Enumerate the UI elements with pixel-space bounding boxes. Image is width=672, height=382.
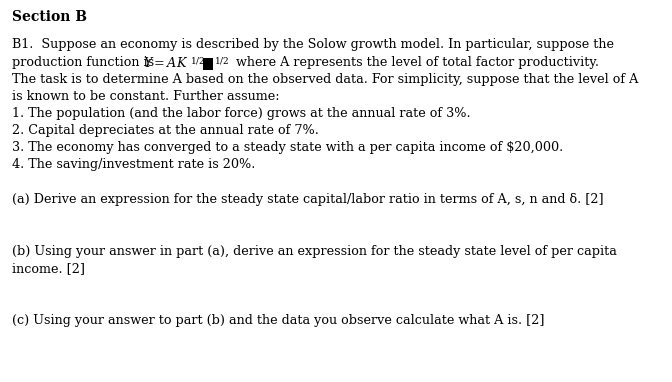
Text: 1. The population (and the labor force) grows at the annual rate of 3%.: 1. The population (and the labor force) … (12, 107, 470, 120)
Text: Section B: Section B (12, 10, 87, 24)
Text: $^{1/2}$: $^{1/2}$ (214, 58, 230, 71)
Text: income. [2]: income. [2] (12, 262, 85, 275)
Text: (a) Derive an expression for the steady state capital/labor ratio in terms of A,: (a) Derive an expression for the steady … (12, 193, 603, 206)
Text: $Y = AK$: $Y = AK$ (143, 56, 188, 70)
Text: where A represents the level of total factor productivity.: where A represents the level of total fa… (228, 56, 599, 69)
Text: production function is: production function is (12, 56, 158, 69)
Text: The task is to determine A based on the observed data. For simplicity, suppose t: The task is to determine A based on the … (12, 73, 638, 86)
Text: 2. Capital depreciates at the annual rate of 7%.: 2. Capital depreciates at the annual rat… (12, 124, 319, 137)
Bar (203, 58, 213, 70)
Text: B1.  Suppose an economy is described by the Solow growth model. In particular, s: B1. Suppose an economy is described by t… (12, 38, 614, 51)
Text: (b) Using your answer in part (a), derive an expression for the steady state lev: (b) Using your answer in part (a), deriv… (12, 245, 617, 258)
Text: 3. The economy has converged to a steady state with a per capita income of $20,0: 3. The economy has converged to a steady… (12, 141, 563, 154)
Text: $^{1/2}$: $^{1/2}$ (190, 58, 206, 71)
Text: 4. The saving/investment rate is 20%.: 4. The saving/investment rate is 20%. (12, 158, 255, 171)
Text: is known to be constant. Further assume:: is known to be constant. Further assume: (12, 90, 280, 103)
Text: (c) Using your answer to part (b) and the data you observe calculate what A is. : (c) Using your answer to part (b) and th… (12, 314, 544, 327)
